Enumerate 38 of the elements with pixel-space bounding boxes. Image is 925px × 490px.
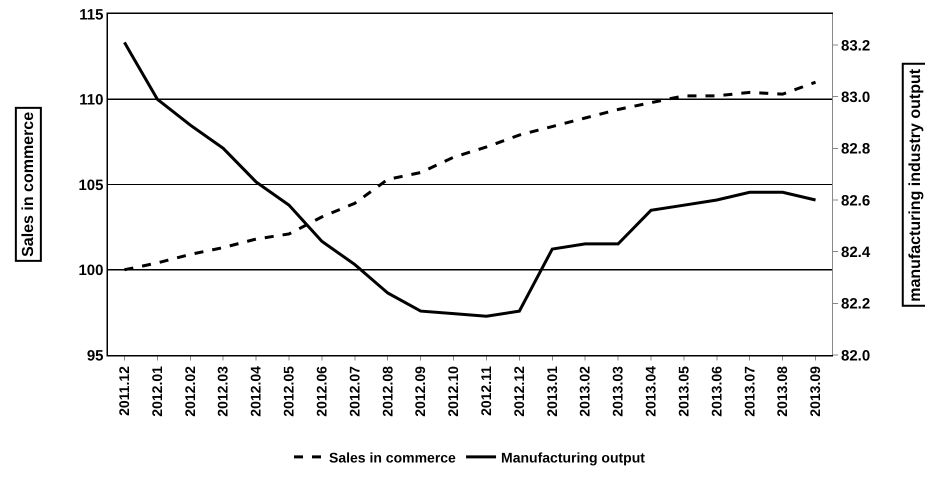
y2-axis-title: manufacturing industry output <box>906 68 924 302</box>
x-tick-label: 2013.09 <box>807 366 824 417</box>
legend-label: Manufacturing output <box>501 449 646 466</box>
x-tick-label: 2013.05 <box>675 366 692 417</box>
x-tick-label: 2012.01 <box>148 366 165 417</box>
x-tick-label: 2012.05 <box>280 366 297 417</box>
x-tick-label: 2013.07 <box>741 366 758 417</box>
y2-tick-label: 82.8 <box>841 140 870 158</box>
x-tick-label: 2012.10 <box>445 366 462 417</box>
y-tick-label: 105 <box>78 176 104 194</box>
y-tick-label: 115 <box>79 6 104 24</box>
y2-tick-label: 82.6 <box>841 192 870 210</box>
x-tick-label: 2012.06 <box>313 366 330 417</box>
x-tick-label: 2012.07 <box>346 366 362 417</box>
y-axis-title: Sales in commerce <box>20 112 37 257</box>
x-tick-label: 2012.12 <box>510 366 527 417</box>
x-tick-label: 2013.04 <box>642 366 659 417</box>
x-tick-label: 2012.09 <box>412 366 428 417</box>
x-tick-label: 2013.01 <box>544 366 560 417</box>
y2-tick-label: 82.4 <box>841 244 871 261</box>
y-tick-label: 100 <box>78 262 104 279</box>
y2-tick-label: 82.2 <box>841 296 870 313</box>
x-tick-label: 2013.06 <box>708 366 724 417</box>
y2-tick-label: 82.0 <box>841 347 870 364</box>
y2-tick-label: 83.2 <box>841 37 870 54</box>
x-tick-label: 2012.02 <box>182 366 198 417</box>
legend-label: Sales in commerce <box>329 449 456 466</box>
y-tick-label: 110 <box>79 92 104 108</box>
y2-tick-label: 83.0 <box>841 88 870 106</box>
x-tick-label: 2012.04 <box>248 366 264 417</box>
x-tick-label: 2012.08 <box>379 366 396 417</box>
x-tick-label: 2013.08 <box>774 366 790 417</box>
x-tick-label: 2012.11 <box>478 366 494 416</box>
y-tick-label: 95 <box>86 347 104 364</box>
x-tick-label: 2011.12 <box>116 366 132 416</box>
x-tick-label: 2013.03 <box>610 366 626 417</box>
x-tick-label: 2012.03 <box>214 366 231 417</box>
x-tick-label: 2013.02 <box>576 366 593 417</box>
